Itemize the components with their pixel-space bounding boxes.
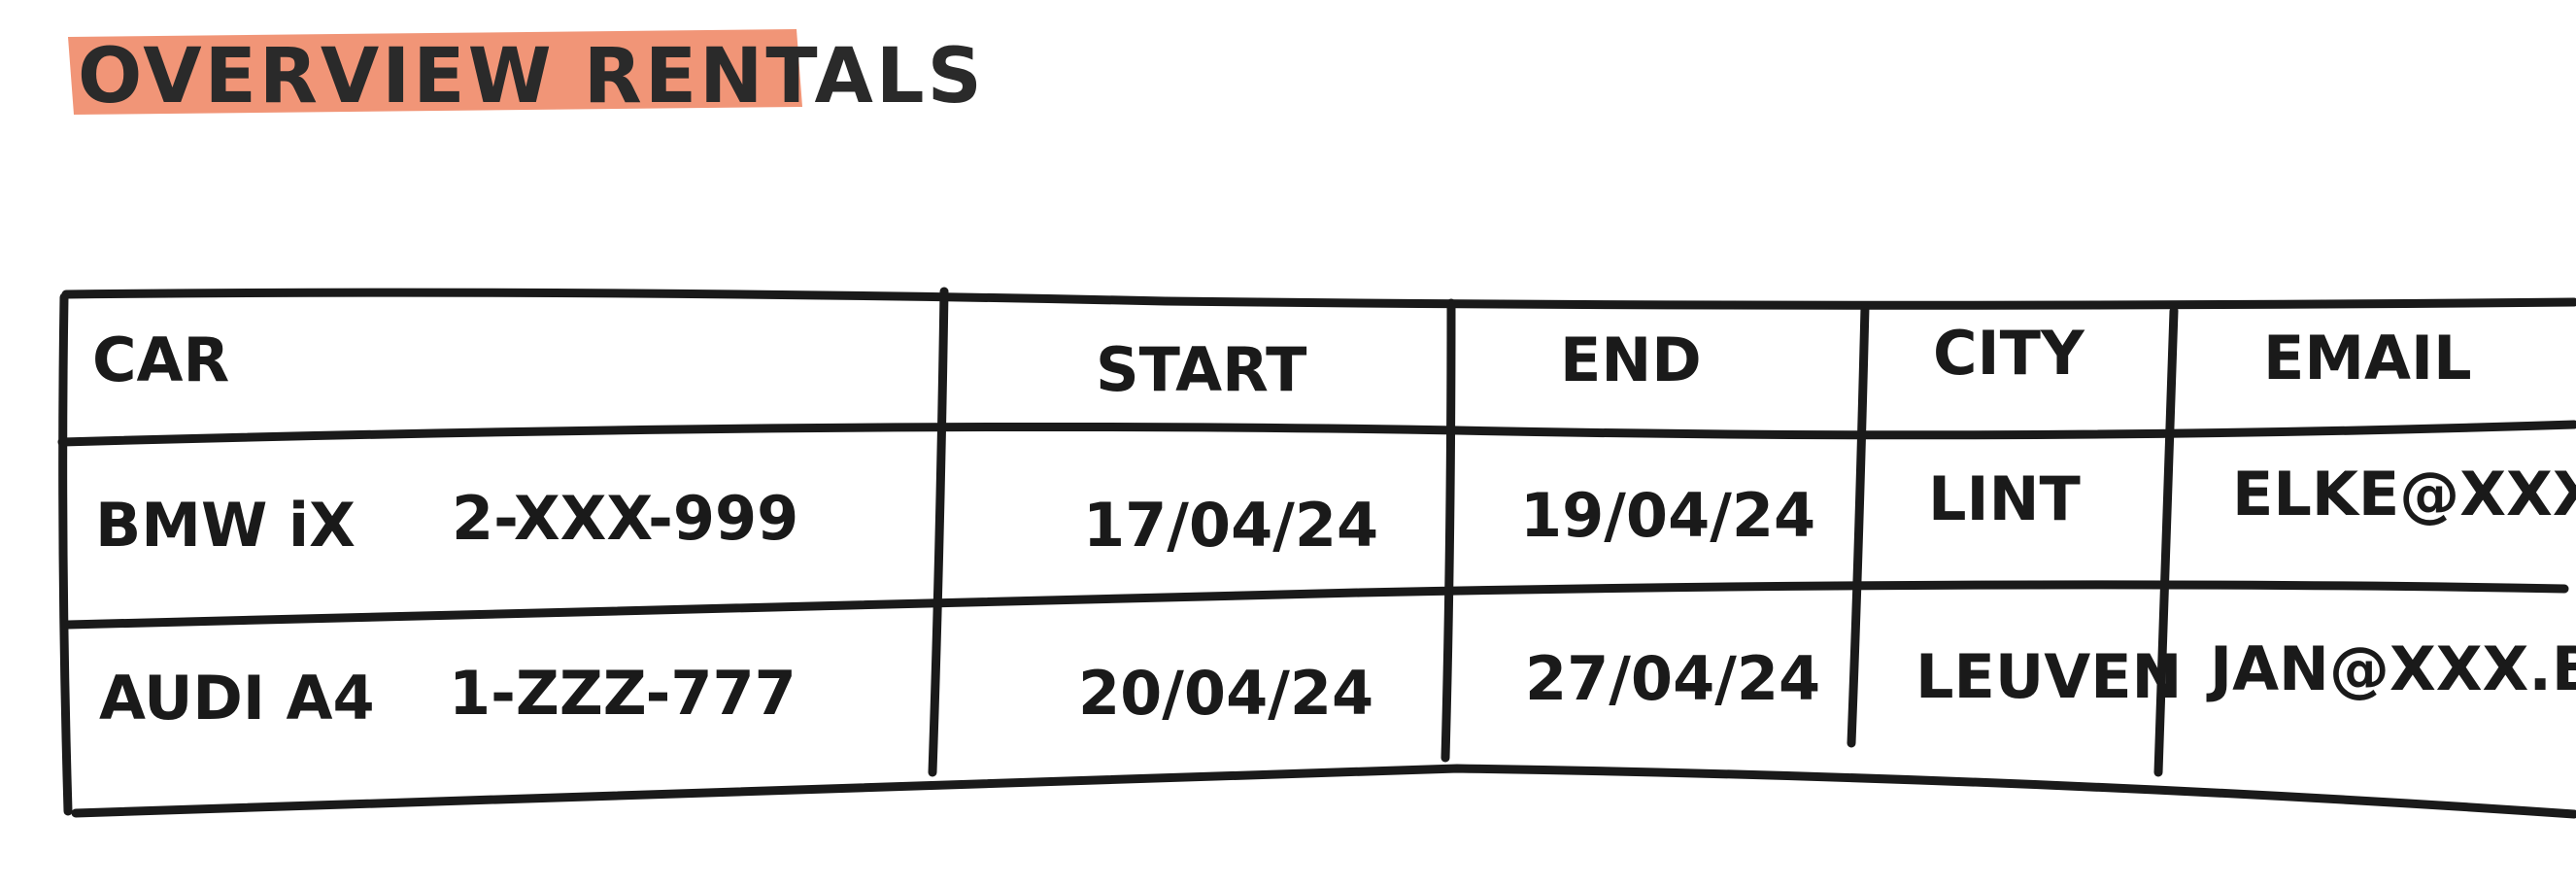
cell-end: 19/04/24 (1520, 480, 1815, 551)
cell-plate: 2-XXX-999 (452, 483, 798, 554)
page-title: OVERVIEW RENTALS (78, 33, 985, 120)
cell-email: JAN@XXX.BE (2206, 633, 2576, 704)
cell-car: AUDI A4 (99, 663, 375, 733)
column-header-end: END (1560, 324, 1702, 395)
cell-plate: 1-ZZZ-777 (449, 658, 797, 729)
cell-car: BMW iX (95, 490, 356, 561)
column-header-car: CAR (92, 324, 229, 395)
cell-start: 17/04/24 (1083, 490, 1378, 561)
cell-email: ELKE@XXX.BE (2232, 459, 2576, 529)
table-row[interactable]: BMW iX 2-XXX-999 17/04/24 19/04/24 LINT … (95, 459, 2576, 561)
cell-start: 20/04/24 (1078, 658, 1373, 729)
rentals-table-grid (57, 287, 2576, 819)
column-header-start: START (1096, 334, 1306, 405)
cell-end: 27/04/24 (1525, 643, 1820, 714)
title-highlight (68, 29, 802, 115)
cell-city: LEUVEN (1915, 641, 2182, 712)
column-header-city: CITY (1933, 318, 2085, 389)
column-header-email: EMAIL (2263, 323, 2472, 393)
table-row[interactable]: AUDI A4 1-ZZZ-777 20/04/24 27/04/24 LEUV… (99, 633, 2576, 733)
cell-city: LINT (1928, 463, 2081, 534)
